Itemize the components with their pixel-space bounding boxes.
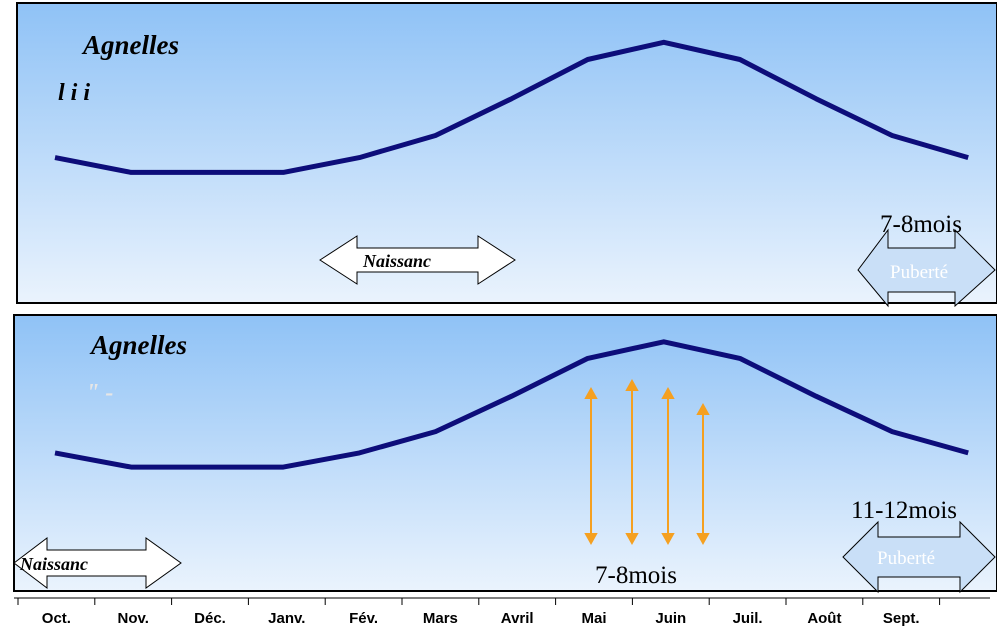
x-tick-label: Août xyxy=(807,610,841,627)
x-tick-label: Sept. xyxy=(883,610,920,627)
x-tick-label: Nov. xyxy=(117,610,148,627)
x-tick-label: Fév. xyxy=(349,610,378,627)
panel-2-background xyxy=(13,314,997,592)
naissance-arrow-1 xyxy=(319,235,516,285)
naissance-arrow-2 xyxy=(13,536,182,590)
x-tick-label: Déc. xyxy=(194,610,226,627)
panel-1: Agnelles l i i Naissanc Puberté 7-8mois xyxy=(16,2,997,308)
range-arrow-4 xyxy=(696,402,710,546)
panel-1-title: Agnelles xyxy=(81,30,179,60)
puberty-age-label-1: 7-8mois xyxy=(880,211,962,238)
range-arrow-3 xyxy=(661,386,675,546)
panel-2-title: Agnelles xyxy=(89,330,187,360)
panel-2: Agnelles " - xyxy=(13,314,997,594)
x-tick-label: Mai xyxy=(581,610,606,627)
x-tick-label: Mars xyxy=(423,610,458,627)
x-axis: Oct. Nov. Déc. Janv. Fév. Mars Avril Mai Juin Jui… xyxy=(14,597,990,627)
range-age-label: 7-8mois xyxy=(595,562,677,589)
naissance-label-1: Naissanc xyxy=(362,251,431,271)
breeding-range-arrows xyxy=(584,378,710,546)
x-tick-label: Juil. xyxy=(733,610,763,627)
x-tick-label: Avril xyxy=(501,610,534,627)
puberty-arrow-2 xyxy=(842,520,996,594)
range-arrow-2 xyxy=(625,378,639,546)
panel-2-partial-subtitle: " - xyxy=(86,380,113,406)
puberty-arrow-1 xyxy=(857,228,996,308)
puberty-label-1: Puberté xyxy=(890,262,948,283)
panel-1-series-line xyxy=(54,39,969,175)
x-tick-label: Janv. xyxy=(268,610,305,627)
range-arrow-1 xyxy=(584,386,598,546)
naissance-label-2: Naissanc xyxy=(19,554,88,574)
puberty-label-2: Puberté xyxy=(877,548,935,569)
panel-1-background xyxy=(16,2,997,304)
panel-2-series-line xyxy=(54,339,969,470)
x-tick-label: Juin xyxy=(655,610,686,627)
x-tick-label: Oct. xyxy=(42,610,71,627)
puberty-age-label-2: 11-12mois xyxy=(851,497,957,524)
panel-1-partial-subtitle: l i i xyxy=(58,80,90,106)
